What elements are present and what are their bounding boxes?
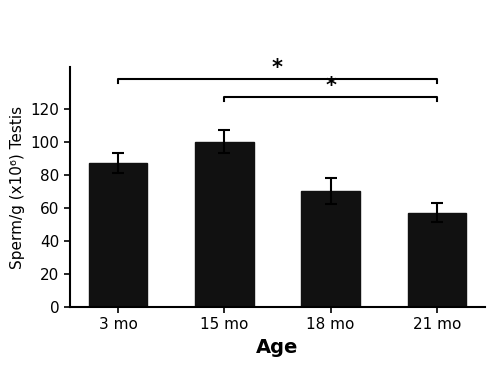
X-axis label: Age: Age	[256, 338, 298, 357]
Bar	[195, 142, 254, 307]
Bar	[302, 191, 360, 307]
Text: *: *	[272, 58, 283, 78]
Y-axis label: Sperm/g (x10⁶) Testis: Sperm/g (x10⁶) Testis	[10, 105, 25, 269]
Bar	[89, 163, 148, 307]
Text: *: *	[325, 76, 336, 96]
Bar	[408, 212, 466, 307]
